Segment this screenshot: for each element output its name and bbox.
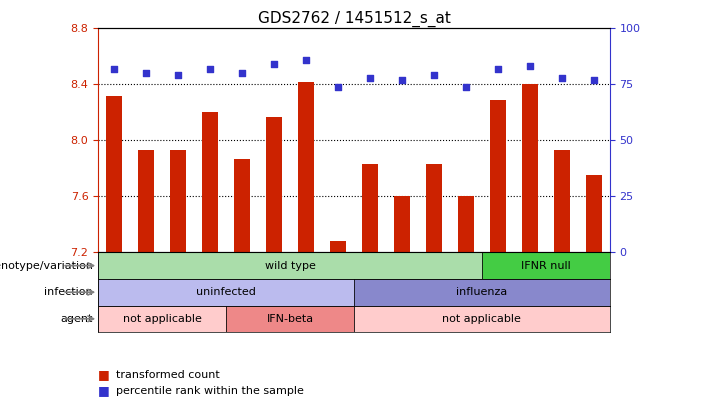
Point <box>365 75 376 81</box>
Point <box>301 56 312 63</box>
Point <box>332 83 343 90</box>
Point <box>268 61 280 67</box>
Bar <box>138 150 154 252</box>
Bar <box>98 279 354 305</box>
Bar <box>554 150 570 252</box>
Text: wild type: wild type <box>264 260 315 271</box>
Bar <box>202 112 218 252</box>
Point <box>140 70 151 77</box>
Text: uninfected: uninfected <box>196 287 256 297</box>
Text: IFNR null: IFNR null <box>521 260 571 271</box>
Bar <box>98 305 226 332</box>
Bar <box>298 81 314 252</box>
Bar <box>458 196 474 252</box>
Bar <box>354 305 610 332</box>
Title: GDS2762 / 1451512_s_at: GDS2762 / 1451512_s_at <box>257 11 451 27</box>
Text: not applicable: not applicable <box>442 314 522 324</box>
Bar <box>482 252 610 279</box>
Text: infection: infection <box>44 287 93 297</box>
Text: ■: ■ <box>98 368 110 381</box>
Text: transformed count: transformed count <box>116 370 219 379</box>
Bar <box>266 117 282 252</box>
Point <box>588 77 599 83</box>
Point <box>461 83 472 90</box>
Bar <box>362 164 378 252</box>
Text: agent: agent <box>61 314 93 324</box>
Text: ■: ■ <box>98 384 110 397</box>
Text: percentile rank within the sample: percentile rank within the sample <box>116 386 304 396</box>
Bar <box>490 100 506 252</box>
Point <box>524 63 536 70</box>
Bar <box>98 252 482 279</box>
Point <box>492 66 503 72</box>
Point <box>205 66 216 72</box>
Point <box>428 72 440 79</box>
Point <box>396 77 407 83</box>
Point <box>236 70 247 77</box>
Point <box>109 66 120 72</box>
Text: not applicable: not applicable <box>123 314 202 324</box>
Text: IFN-beta: IFN-beta <box>266 314 313 324</box>
Point <box>557 75 568 81</box>
Bar <box>354 279 610 305</box>
Bar <box>106 96 122 252</box>
Text: genotype/variation: genotype/variation <box>0 260 93 271</box>
Bar <box>522 84 538 252</box>
Text: influenza: influenza <box>456 287 508 297</box>
Bar <box>234 158 250 252</box>
Bar <box>586 175 602 252</box>
Bar <box>330 241 346 252</box>
Bar <box>426 164 442 252</box>
Bar <box>170 150 186 252</box>
Point <box>172 72 184 79</box>
Bar <box>394 196 410 252</box>
Bar <box>226 305 354 332</box>
